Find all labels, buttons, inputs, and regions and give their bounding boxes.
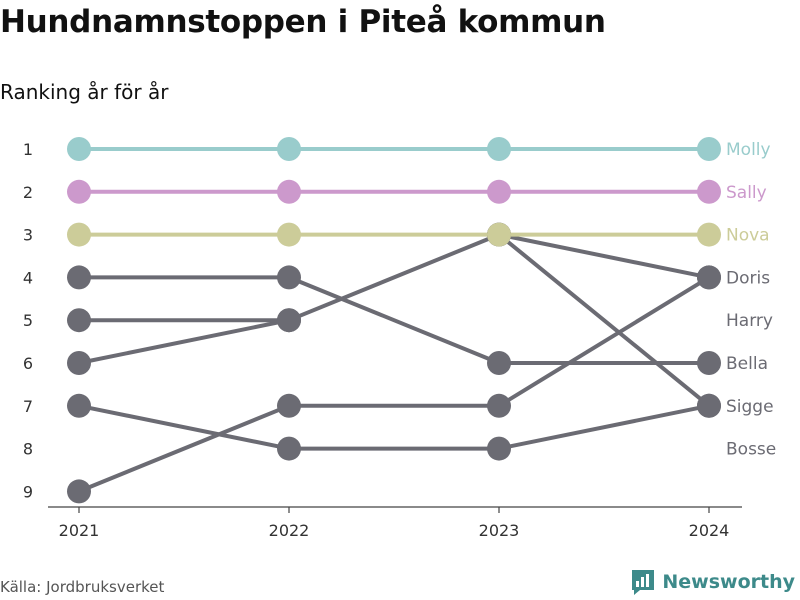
- end-label-bella: Bella: [726, 354, 768, 374]
- point-sally: [487, 179, 511, 204]
- series-line-unnamed: [77, 403, 291, 494]
- x-tick-label: 2023: [479, 521, 520, 540]
- series-line-sigge: [497, 232, 711, 408]
- axes: 2021 2022 2023 2024 1 2 3 4 5 6 7 8 9: [23, 140, 742, 540]
- point-bella: [487, 351, 511, 375]
- y-tick-label: 8: [23, 440, 33, 459]
- point-unnamed: [277, 393, 301, 418]
- end-label-molly: Molly: [726, 140, 771, 160]
- y-tick-label: 9: [23, 482, 33, 501]
- series-line-doris: [287, 232, 501, 323]
- point-sally: [67, 179, 91, 204]
- point-molly: [487, 137, 511, 161]
- point-nova: [277, 222, 301, 247]
- y-tick-label: 7: [23, 397, 33, 416]
- end-label-doris: Doris: [726, 268, 770, 288]
- point-bella: [67, 265, 91, 290]
- end-label-nova: Nova: [726, 226, 770, 246]
- series-lines: [77, 147, 711, 494]
- series-line-bella: [287, 275, 501, 365]
- y-tick-label: 4: [23, 268, 33, 287]
- y-tick-label: 6: [23, 354, 33, 373]
- point-bosse: [67, 393, 91, 418]
- newsworthy-logo-icon: [632, 570, 655, 595]
- series-line-bosse: [497, 403, 711, 451]
- source-note: Källa: Jordbruksverket: [0, 578, 165, 596]
- point-bosse: [277, 436, 301, 461]
- point-sally: [697, 179, 721, 204]
- end-label-harry: Harry: [726, 311, 773, 331]
- point-unnamed: [67, 479, 91, 504]
- x-tick-label: 2024: [689, 521, 730, 540]
- end-label-bosse: Bosse: [726, 440, 776, 460]
- point-doris: [67, 351, 91, 375]
- point-sally: [277, 179, 301, 204]
- series-points: [67, 137, 721, 504]
- brand-logo: Newsworthy: [630, 568, 795, 596]
- end-labels: Molly Sally Nova Doris Harry Bella Sigge Bosse: [726, 140, 776, 460]
- y-tick-label: 5: [23, 311, 33, 330]
- point-bosse: [487, 436, 511, 461]
- x-tick-label: 2022: [269, 521, 310, 540]
- point-nova: [697, 222, 721, 247]
- series-line-unnamed: [497, 275, 711, 408]
- y-tick-label: 2: [23, 183, 33, 202]
- point-harry: [67, 308, 91, 333]
- chart-subtitle: Ranking år för år: [0, 80, 169, 104]
- point-unnamed: [487, 393, 511, 418]
- series-line-doris: [77, 318, 291, 365]
- point-bosse: [697, 393, 721, 418]
- y-tick-label: 3: [23, 226, 33, 245]
- point-bella: [697, 351, 721, 375]
- y-tick-label: 1: [23, 140, 33, 159]
- point-molly: [277, 137, 301, 161]
- x-tick-label: 2021: [59, 521, 100, 540]
- point-nova: [67, 222, 91, 247]
- point-unnamed: [697, 265, 721, 290]
- brand-name: Newsworthy: [662, 571, 795, 593]
- point-harry: [277, 308, 301, 333]
- point-bella: [277, 265, 301, 290]
- point-molly: [697, 137, 721, 161]
- point-molly: [67, 137, 91, 161]
- point-nova: [487, 222, 511, 247]
- chart-title: Hundnamnstoppen i Piteå kommun: [0, 4, 606, 40]
- series-line-doris: [497, 232, 711, 280]
- end-label-sally: Sally: [726, 183, 767, 203]
- end-label-sigge: Sigge: [726, 397, 774, 417]
- series-line-bosse: [77, 403, 291, 451]
